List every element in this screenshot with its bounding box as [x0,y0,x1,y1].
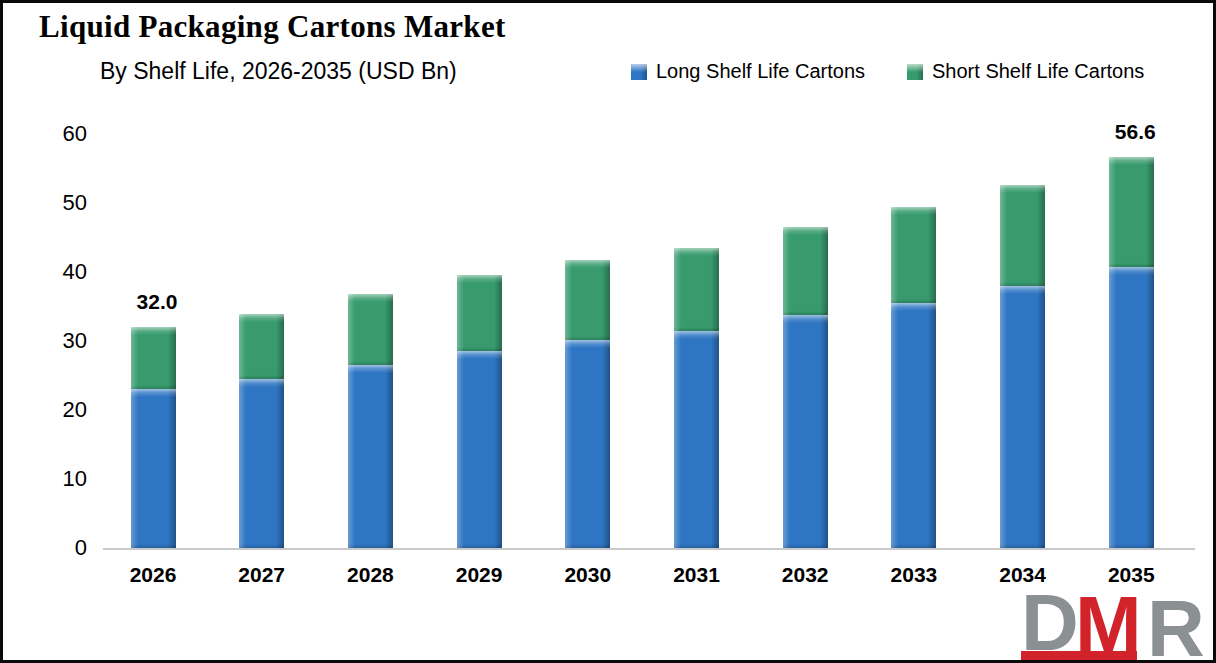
x-axis-category-label: 2026 [105,563,201,587]
bar-segment-short-shelf-life [1000,185,1045,286]
y-axis-tick-label: 10 [31,466,87,492]
logo-letter-d: D [1021,593,1077,653]
bar-segment-long-shelf-life [565,340,610,548]
logo-letter-r: R [1147,599,1203,659]
x-axis-category-label: 2029 [431,563,527,587]
bar-segment-short-shelf-life [239,314,284,379]
x-axis-category-label: 2027 [214,563,310,587]
y-axis-tick-label: 50 [31,190,87,216]
bar-segment-long-shelf-life [891,303,936,548]
y-axis-tick-label: 40 [31,259,87,285]
bar-segment-short-shelf-life [131,327,176,389]
bar-segment-long-shelf-life [1109,267,1154,548]
bar-segment-short-shelf-life [457,275,502,351]
y-axis-tick-label: 20 [31,397,87,423]
x-axis-category-label: 2033 [866,563,962,587]
y-axis-tick-label: 0 [31,535,87,561]
y-axis-tick-label: 30 [31,328,87,354]
bar-segment-short-shelf-life [348,294,393,365]
dmr-logo: D M R [1021,593,1216,663]
bar-segment-short-shelf-life [783,227,828,315]
bar-value-label: 32.0 [109,290,205,314]
bar-segment-long-shelf-life [783,315,828,548]
bar-segment-short-shelf-life [674,248,719,331]
x-axis-category-label: 2032 [757,563,853,587]
bar-segment-short-shelf-life [1109,157,1154,267]
x-axis-category-label: 2031 [649,563,745,587]
x-axis-category-label: 2030 [540,563,636,587]
plot-area: 0102030405060202632.02027202820292030203… [3,3,1216,663]
x-axis-category-label: 2028 [322,563,418,587]
bar-segment-long-shelf-life [457,351,502,548]
bar-segment-long-shelf-life [674,331,719,548]
logo-red-bar [1021,651,1137,660]
bar-segment-long-shelf-life [131,389,176,548]
bar-segment-long-shelf-life [1000,286,1045,548]
x-axis-baseline [103,548,1195,550]
bar-segment-short-shelf-life [891,207,936,303]
bar-segment-long-shelf-life [239,379,284,548]
bar-value-label: 56.6 [1087,120,1183,144]
bar-segment-long-shelf-life [348,365,393,548]
logo-letter-m: M [1075,595,1140,655]
y-axis-tick-label: 60 [31,121,87,147]
bar-segment-short-shelf-life [565,260,610,340]
chart-page: Liquid Packaging Cartons Market By Shelf… [0,0,1216,663]
